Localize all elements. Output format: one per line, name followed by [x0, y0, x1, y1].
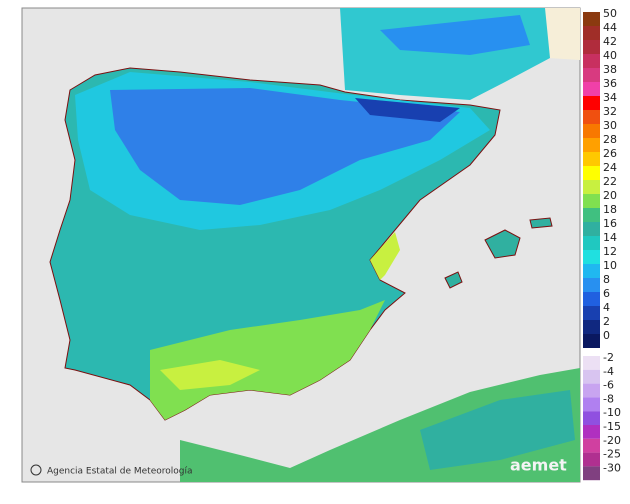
legend-swatch — [583, 138, 600, 152]
legend-swatch — [583, 278, 600, 292]
legend-label: 8 — [603, 273, 610, 286]
legend-label: 50 — [603, 7, 617, 20]
legend-swatch — [583, 194, 600, 208]
pyrenees-cold-area — [355, 98, 460, 122]
legend-label: -6 — [603, 379, 614, 392]
legend-label: 0 — [603, 329, 610, 342]
legend-swatch — [583, 124, 600, 138]
legend-swatch — [583, 54, 600, 68]
legend-swatch — [583, 40, 600, 54]
legend-label: 38 — [603, 63, 617, 76]
legend-label: 2 — [603, 315, 610, 328]
legend-label: 42 — [603, 35, 617, 48]
legend-swatch — [583, 222, 600, 236]
france-cold-area — [380, 15, 530, 55]
legend-label: 30 — [603, 119, 617, 132]
legend-swatch — [583, 110, 600, 124]
legend-swatch — [583, 208, 600, 222]
legend-swatch — [583, 236, 600, 250]
logo-text: aemet — [510, 456, 567, 475]
legend-swatch — [583, 383, 600, 398]
legend-label: 28 — [603, 133, 617, 146]
legend-label: 22 — [603, 175, 617, 188]
legend-label: 6 — [603, 287, 610, 300]
legend-label: -25 — [603, 448, 621, 461]
south-hot-area — [160, 360, 260, 390]
legend-label: 40 — [603, 49, 617, 62]
legend-swatch — [583, 166, 600, 180]
legend-swatch — [583, 452, 600, 467]
legend-label: -4 — [603, 365, 614, 378]
legend-swatch — [583, 397, 600, 412]
legend-label: 14 — [603, 231, 617, 244]
legend-label: 44 — [603, 21, 617, 34]
legend-label: 32 — [603, 105, 617, 118]
legend-swatch — [583, 26, 600, 40]
ibiza-land — [444, 271, 463, 289]
legend-swatch — [583, 334, 600, 348]
legend-label: 4 — [603, 301, 610, 314]
legend-label: 16 — [603, 217, 617, 230]
legend-label: 24 — [603, 161, 617, 174]
legend-swatch — [583, 320, 600, 334]
legend-swatch — [583, 68, 600, 82]
legend-swatch — [583, 438, 600, 453]
legend-swatch — [583, 82, 600, 96]
color-legend: 5044424038363432302826242220181614121086… — [583, 7, 621, 481]
legend-label: -10 — [603, 406, 621, 419]
legend-swatch — [583, 466, 600, 481]
legend-swatch — [583, 152, 600, 166]
legend-swatch — [583, 292, 600, 306]
mallorca-land — [484, 229, 521, 259]
legend-swatch — [583, 306, 600, 320]
legend-label: 34 — [603, 91, 617, 104]
east-warm-area — [370, 232, 400, 280]
legend-swatch — [583, 411, 600, 425]
legend-swatch — [583, 425, 600, 439]
legend-swatch — [583, 180, 600, 194]
legend-label: 10 — [603, 259, 617, 272]
legend-label: 20 — [603, 189, 617, 202]
legend-swatch — [583, 96, 600, 110]
credit-text: Agencia Estatal de Meteorología — [47, 467, 193, 477]
legend-label: -2 — [603, 351, 614, 364]
copyright-icon — [30, 464, 42, 476]
legend-label: -8 — [603, 392, 614, 405]
legend-swatch — [583, 264, 600, 278]
legend-label: -20 — [603, 434, 621, 447]
legend-label: 26 — [603, 147, 617, 160]
menorca-land — [529, 217, 553, 229]
africa-cool-area — [420, 390, 575, 470]
legend-label: -15 — [603, 420, 621, 433]
legend-swatch — [583, 12, 600, 26]
south-warm-area — [150, 300, 385, 420]
legend-label: 36 — [603, 77, 617, 90]
no-data-area — [545, 8, 580, 60]
legend-label: 12 — [603, 245, 617, 258]
legend-swatch — [583, 369, 600, 384]
legend-swatch — [583, 250, 600, 264]
north-cold-area — [110, 88, 460, 205]
legend-label: -30 — [603, 461, 621, 474]
legend-swatch — [583, 356, 600, 370]
legend-label: 18 — [603, 203, 617, 216]
